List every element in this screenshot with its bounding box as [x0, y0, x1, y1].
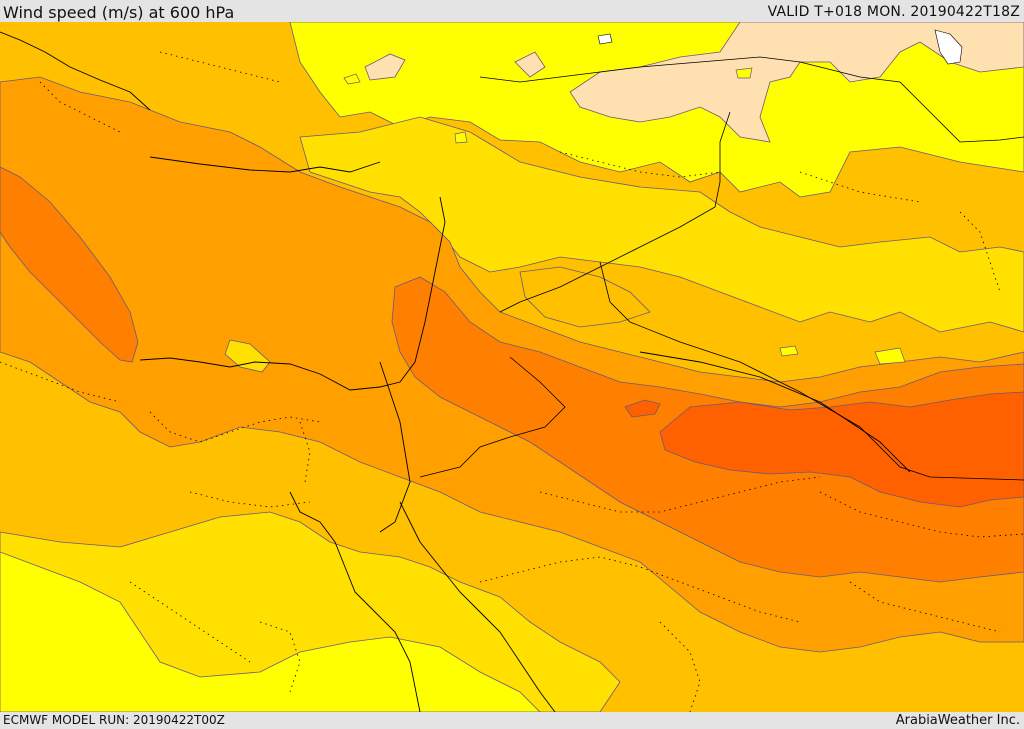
- field-light-northeast: [569, 22, 1024, 143]
- regional-boundaries: [0, 51, 1024, 712]
- coastlines: [0, 31, 911, 712]
- water-lake-northeast: [934, 29, 963, 65]
- credit-label: ArabiaWeather Inc.: [895, 713, 1020, 728]
- map-title: Wind speed (m/s) at 600 hPa: [3, 3, 235, 22]
- field-gold-patch-sinai: [224, 339, 271, 373]
- field-light-patch-1: [364, 53, 406, 81]
- model-run-label: ECMWF MODEL RUN: 20190422T00Z: [3, 713, 225, 727]
- water-lake-north: [597, 33, 613, 45]
- field-red-orange-patch: [624, 399, 661, 418]
- footer-bar: ECMWF MODEL RUN: 20190422T00Z ArabiaWeat…: [0, 712, 1024, 729]
- valid-time: VALID T+018 MON. 20190422T18Z: [767, 4, 1020, 20]
- field-dark-orange-west: [0, 166, 139, 363]
- field-yellow-southwest: [0, 551, 541, 712]
- field-light-patch-2: [514, 51, 546, 78]
- title-bar: Wind speed (m/s) at 600 hPa VALID T+018 …: [0, 0, 1024, 22]
- field-red-orange-core: [659, 391, 1024, 508]
- field-amber-patch-east: [519, 266, 651, 328]
- islands: [343, 67, 906, 365]
- national-borders: [419, 56, 1024, 481]
- wind-speed-map: [0, 22, 1024, 712]
